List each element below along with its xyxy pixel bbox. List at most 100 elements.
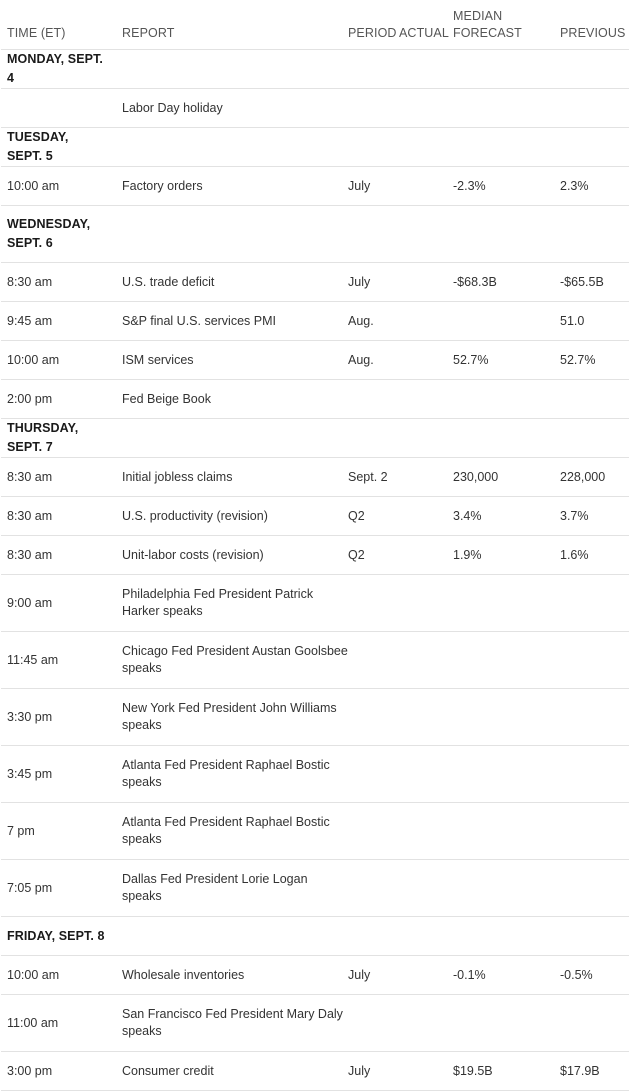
period-cell <box>348 802 399 860</box>
period-cell: Aug. <box>348 301 399 341</box>
actual-cell <box>399 688 453 746</box>
table-row: 9:00 am Philadelphia Fed President Patric… <box>1 574 629 632</box>
report-cell: Fed Beige Book <box>122 379 348 419</box>
period-cell <box>348 745 399 803</box>
time-cell: 9:00 am <box>1 574 122 632</box>
previous-cell <box>560 88 629 128</box>
table-row: 10:00 am Wholesale inventories July -0.1% -0… <box>1 955 629 995</box>
table-row: 10:00 am Factory orders July -2.3% 2.3% <box>1 166 629 206</box>
actual-cell <box>399 457 453 497</box>
time-cell: 11:45 am <box>1 631 122 689</box>
forecast-cell <box>453 88 560 128</box>
table-row: 9:45 am S&P final U.S. services PMI Aug. 51… <box>1 301 629 341</box>
actual-cell <box>399 631 453 689</box>
day-header-cell: WEDNESDAY, SEPT. 6 <box>1 205 629 263</box>
actual-cell <box>399 859 453 917</box>
report-cell: San Francisco Fed President Mary Daly sp… <box>122 994 348 1052</box>
time-cell: 8:30 am <box>1 535 122 575</box>
forecast-cell: 3.4% <box>453 496 560 536</box>
day-header-cell: FRIDAY, SEPT. 8 <box>1 916 629 956</box>
header-time: TIME (ET) <box>1 0 122 50</box>
table-row: 8:30 am Initial jobless claims Sept. 2 230,… <box>1 457 629 497</box>
forecast-cell <box>453 631 560 689</box>
previous-cell: 228,000 <box>560 457 629 497</box>
time-cell: 10:00 am <box>1 955 122 995</box>
forecast-cell <box>453 745 560 803</box>
actual-cell <box>399 574 453 632</box>
previous-cell: 2.3% <box>560 166 629 206</box>
report-cell: Wholesale inventories <box>122 955 348 995</box>
forecast-cell: 1.9% <box>453 535 560 575</box>
forecast-cell: -0.1% <box>453 955 560 995</box>
actual-cell <box>399 166 453 206</box>
time-cell: 3:00 pm <box>1 1051 122 1091</box>
forecast-cell <box>453 574 560 632</box>
header-row: TIME (ET) REPORT PERIOD ACTUAL MEDIAN FOR… <box>1 0 629 50</box>
table-row: 3:00 pm Consumer credit July $19.5B $17.9B <box>1 1051 629 1091</box>
report-cell: U.S. productivity (revision) <box>122 496 348 536</box>
time-cell: 8:30 am <box>1 262 122 302</box>
period-cell <box>348 859 399 917</box>
header-forecast: MEDIAN FORECAST <box>453 0 560 50</box>
table-row: 7:05 pm Dallas Fed President Lorie Logan … <box>1 859 629 917</box>
actual-cell <box>399 340 453 380</box>
table-row: 8:30 am U.S. productivity (revision) Q2 3.4… <box>1 496 629 536</box>
time-cell: 10:00 am <box>1 166 122 206</box>
table-body: MONDAY, SEPT. 4 Labor Day holiday TUESDAY,… <box>1 49 629 1091</box>
previous-cell <box>560 994 629 1052</box>
time-cell: 9:45 am <box>1 301 122 341</box>
time-cell: 3:30 pm <box>1 688 122 746</box>
table-row: 8:30 am U.S. trade deficit July -$68.3B -$65… <box>1 262 629 302</box>
forecast-cell: -$68.3B <box>453 262 560 302</box>
table-row: Labor Day holiday <box>1 88 629 128</box>
period-cell: July <box>348 262 399 302</box>
header-forecast-line1: MEDIAN <box>453 9 503 23</box>
period-cell: July <box>348 166 399 206</box>
period-cell <box>348 631 399 689</box>
period-cell: Q2 <box>348 535 399 575</box>
header-forecast-line2: FORECAST <box>453 26 522 40</box>
forecast-cell <box>453 688 560 746</box>
previous-cell: 51.0 <box>560 301 629 341</box>
forecast-cell <box>453 802 560 860</box>
report-cell: New York Fed President John Williams spe… <box>122 688 348 746</box>
day-label: FRIDAY, SEPT. 8 <box>7 928 105 943</box>
report-cell: U.S. trade deficit <box>122 262 348 302</box>
forecast-cell <box>453 994 560 1052</box>
previous-cell <box>560 859 629 917</box>
period-cell <box>348 379 399 419</box>
table-row: 2:00 pm Fed Beige Book <box>1 379 629 419</box>
report-cell: Atlanta Fed President Raphael Bostic spe… <box>122 802 348 860</box>
header-report: REPORT <box>122 0 348 50</box>
report-cell: ISM services <box>122 340 348 380</box>
actual-cell <box>399 496 453 536</box>
actual-cell <box>399 301 453 341</box>
actual-cell <box>399 1051 453 1091</box>
previous-cell: -0.5% <box>560 955 629 995</box>
time-cell: 11:00 am <box>1 994 122 1052</box>
time-cell: 7 pm <box>1 802 122 860</box>
day-label: THURSDAY, SEPT. 7 <box>7 421 79 454</box>
actual-cell <box>399 535 453 575</box>
time-cell: 3:45 pm <box>1 745 122 803</box>
table-row: 3:45 pm Atlanta Fed President Raphael Bos… <box>1 745 629 803</box>
forecast-cell: -2.3% <box>453 166 560 206</box>
period-cell <box>348 88 399 128</box>
forecast-cell: 52.7% <box>453 340 560 380</box>
table-row: 11:45 am Chicago Fed President Austan Goo… <box>1 631 629 689</box>
table-row: 11:00 am San Francisco Fed President Mary… <box>1 994 629 1052</box>
previous-cell <box>560 379 629 419</box>
report-cell: Unit-labor costs (revision) <box>122 535 348 575</box>
header-actual: ACTUAL <box>399 0 453 50</box>
day-label: MONDAY, SEPT. 4 <box>7 52 104 85</box>
period-cell: July <box>348 955 399 995</box>
period-cell: Aug. <box>348 340 399 380</box>
table-row: 3:30 pm New York Fed President John Willi… <box>1 688 629 746</box>
period-cell <box>348 688 399 746</box>
actual-cell <box>399 745 453 803</box>
period-cell <box>348 574 399 632</box>
day-header-row: FRIDAY, SEPT. 8 <box>1 916 629 956</box>
table-row: 7 pm Atlanta Fed President Raphael Bostic… <box>1 802 629 860</box>
previous-cell: -$65.5B <box>560 262 629 302</box>
day-header-row: TUESDAY, SEPT. 5 <box>1 127 629 167</box>
